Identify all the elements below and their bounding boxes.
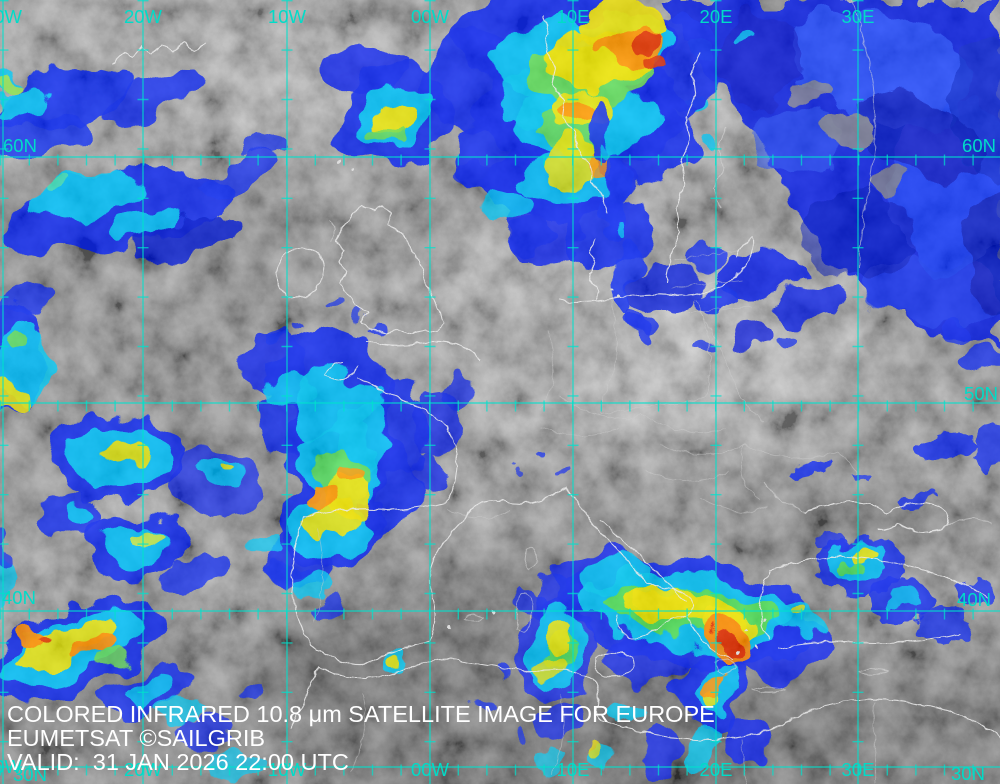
caption-valid-time: VALID: 31 JAN 2026 22:00 UTC xyxy=(7,749,349,775)
grid-label-bottom-30w: 30W xyxy=(0,756,23,777)
grid-label-bottom-30e: 30E xyxy=(842,759,875,780)
grid-label-left-60n: 60N xyxy=(3,135,37,156)
coastline-layer xyxy=(111,0,1000,741)
caption-title: COLORED INFRARED 10.8 μm SATELLITE IMAGE… xyxy=(7,701,715,727)
latitude-lines xyxy=(0,154,1000,776)
grid-label-bottom-20w: 20W xyxy=(124,759,163,780)
grid-label-bottom-right-30n: 30N xyxy=(951,763,985,784)
grid-label-top-30w: 30W xyxy=(0,6,23,27)
caption-block: COLORED INFRARED 10.8 μm SATELLITE IMAGE… xyxy=(7,701,715,775)
grid-label-right-40n: 40N xyxy=(957,589,991,610)
grid-label-bottom-10e: 10E xyxy=(557,759,590,780)
caption-attribution: EUMETSAT ©SAILGRIB xyxy=(7,725,265,751)
grid-label-bottom-00w: 00W xyxy=(411,759,450,780)
grid-label-top-30e: 30E xyxy=(842,6,875,27)
country-border-layer xyxy=(313,251,877,784)
grid-label-bottom-20e: 20E xyxy=(700,759,733,780)
longitude-lines xyxy=(0,0,864,784)
grid-label-left-40n: 40N xyxy=(2,587,36,608)
grid-label-top-00w: 00W xyxy=(411,6,450,27)
grid-label-bottom-left-30n: 30N xyxy=(13,764,47,784)
grid-label-top-10e: 10E xyxy=(557,6,590,27)
grid-label-bottom-10w: 10W xyxy=(268,759,307,780)
grid-label-top-10w: 10W xyxy=(268,6,307,27)
graticule-labels: 30W 20W 10W 00W 10E 20E 30E 30W 20W 10W … xyxy=(0,6,998,784)
grid-label-right-60n: 60N xyxy=(962,135,996,156)
grid-label-top-20e: 20E xyxy=(700,6,733,27)
grid-label-right-50n: 50N xyxy=(964,383,998,404)
grid-label-top-20w: 20W xyxy=(124,6,163,27)
